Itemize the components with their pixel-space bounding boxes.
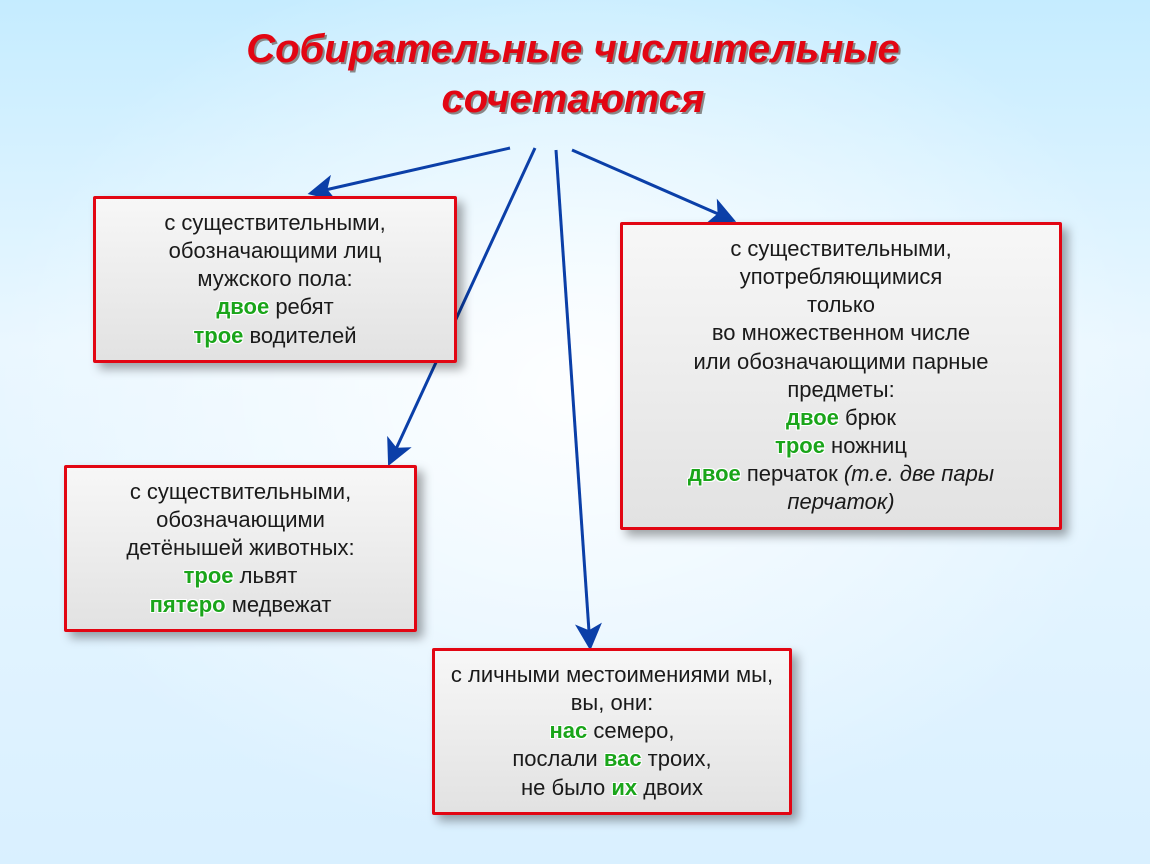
card-animals: с существительными, обозначающими детёны…	[64, 465, 417, 632]
card-plural-hl2: трое	[775, 433, 825, 458]
card-masc-line1: с существительными,	[164, 210, 385, 235]
card-plural-l1: с существительными,	[730, 236, 951, 261]
card-masculine: с существительными, обозначающими лиц му…	[93, 196, 457, 363]
card-pron-pre3: не было	[521, 775, 611, 800]
card-anim-ex2: медвежат	[226, 592, 332, 617]
card-plural-l5: или обозначающими парные	[693, 349, 988, 374]
card-pron-hl2: вас	[604, 746, 642, 771]
card-masc-line3: мужского пола:	[197, 266, 352, 291]
card-masc-hl1: двое	[216, 294, 269, 319]
card-masc-ex2: водителей	[243, 323, 356, 348]
title-line1: Собирательные числительные	[246, 27, 900, 71]
card-plural-l3: только	[807, 292, 875, 317]
title-line2: сочетаются	[442, 77, 705, 121]
card-masc-hl2: трое	[193, 323, 243, 348]
card-pron-ex1: семеро,	[587, 718, 674, 743]
card-anim-ex1: львят	[234, 563, 298, 588]
card-pron-hl3: их	[611, 775, 637, 800]
card-pronouns: с личными местоимениями мы, вы, они: нас…	[432, 648, 792, 815]
card-pron-hl1: нас	[549, 718, 587, 743]
card-plural-hl3: двое	[688, 461, 741, 486]
card-plural-ex1: брюк	[839, 405, 896, 430]
card-plural: с существительными, употребляющимися тол…	[620, 222, 1062, 530]
card-masc-ex1: ребят	[269, 294, 333, 319]
card-anim-hl1: трое	[184, 563, 234, 588]
card-anim-l2: обозначающими	[156, 507, 325, 532]
card-pron-ex3: двоих	[637, 775, 703, 800]
card-anim-l1: с существительными,	[130, 479, 351, 504]
card-plural-ex2: ножниц	[825, 433, 907, 458]
card-plural-tail: перчаток	[741, 461, 844, 486]
card-masc-line2: обозначающими лиц	[169, 238, 382, 263]
card-plural-l6: предметы:	[787, 377, 894, 402]
card-plural-l4: во множественном числе	[712, 320, 970, 345]
card-pron-ex2: троих,	[642, 746, 712, 771]
card-plural-hl1: двое	[786, 405, 839, 430]
card-anim-l3: детёнышей животных:	[126, 535, 354, 560]
card-pron-pre2: послали	[512, 746, 603, 771]
card-pron-l1: с личными местоимениями мы, вы, они:	[451, 662, 773, 715]
card-plural-l2: употребляющимися	[740, 264, 943, 289]
card-anim-hl2: пятеро	[150, 592, 226, 617]
page-title: Собирательные числительные сочетаются Со…	[0, 26, 1150, 126]
